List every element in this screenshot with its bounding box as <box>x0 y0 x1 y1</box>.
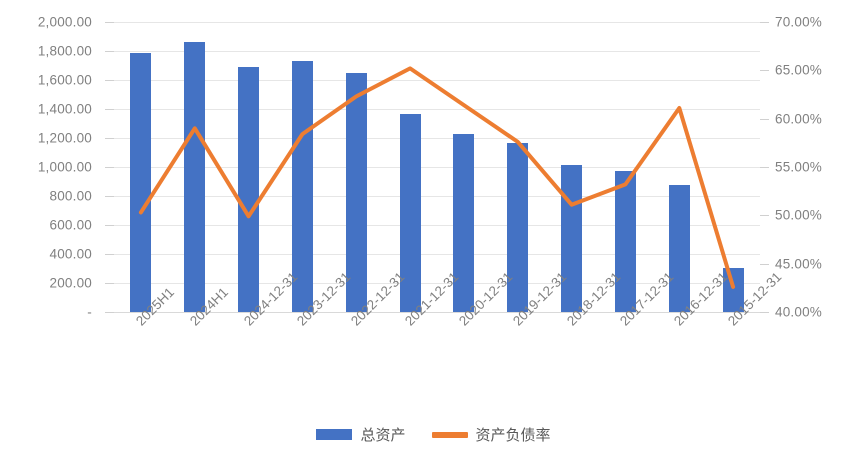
gridline <box>114 167 760 168</box>
left-axis-tick-label: 600.00 <box>49 217 92 233</box>
bar[interactable] <box>345 73 367 312</box>
gridline <box>114 138 760 139</box>
bar[interactable] <box>668 185 690 312</box>
bar[interactable] <box>507 142 529 312</box>
legend-label: 总资产 <box>360 427 406 444</box>
bar[interactable] <box>184 42 206 312</box>
legend-bar-swatch-icon <box>316 429 353 440</box>
right-axis-tick-label: 55.00% <box>775 159 822 175</box>
right-tick-mark <box>760 263 769 265</box>
left-tick-mark <box>105 167 114 168</box>
line-series-liability-ratio <box>114 22 760 312</box>
right-tick-mark <box>760 312 769 313</box>
left-tick-mark <box>105 254 114 255</box>
bar[interactable] <box>291 61 313 312</box>
left-axis-tick-label: - <box>87 304 92 320</box>
bar[interactable] <box>614 170 636 312</box>
left-tick-mark <box>105 138 114 139</box>
right-tick-mark <box>760 215 769 217</box>
legend-line-swatch-icon <box>431 431 468 438</box>
left-axis-tick-label: 200.00 <box>49 275 92 291</box>
gridlines <box>114 22 760 313</box>
gridline <box>114 225 760 226</box>
left-tick-mark <box>105 283 114 284</box>
left-tick-mark <box>105 196 114 197</box>
left-axis-tick-label: 1,600.00 <box>37 72 92 88</box>
bar[interactable] <box>399 113 421 312</box>
left-tick-mark <box>105 225 114 226</box>
bar-series-total-assets <box>114 22 760 312</box>
bar[interactable] <box>130 53 152 312</box>
right-axis-tick-label: 40.00% <box>775 304 822 320</box>
right-axis-tick-label: 70.00% <box>775 14 822 30</box>
left-tick-mark <box>105 109 114 110</box>
chart-legend: 总资产 资产负债率 <box>0 424 867 445</box>
right-axis-tick-label: 60.00% <box>775 111 822 127</box>
gridline <box>114 109 760 110</box>
left-axis-tick-label: 1,000.00 <box>37 159 92 175</box>
gridline <box>114 22 760 23</box>
legend-item[interactable]: 总资产 <box>316 424 406 445</box>
left-tick-mark <box>105 312 114 313</box>
left-axis-tick-label: 800.00 <box>49 188 92 204</box>
liability-ratio-line[interactable] <box>138 66 736 289</box>
gridline <box>114 283 760 284</box>
left-axis-tick-label: 2,000.00 <box>37 14 92 30</box>
right-tick-mark <box>760 22 769 23</box>
plot-area <box>114 22 760 313</box>
left-tick-mark <box>105 51 114 52</box>
axis-baseline <box>114 312 760 313</box>
right-axis-tick-label: 45.00% <box>775 256 822 272</box>
gridline <box>114 80 760 81</box>
left-axis-tick-label: 1,200.00 <box>37 130 92 146</box>
gridline <box>114 254 760 255</box>
gridline <box>114 51 760 52</box>
left-axis-tick-label: 400.00 <box>49 246 92 262</box>
right-tick-mark <box>760 70 769 72</box>
right-axis-tick-label: 65.00% <box>775 62 822 78</box>
right-axis-tick-label: 50.00% <box>775 207 822 223</box>
bar[interactable] <box>722 267 744 312</box>
gridline <box>114 196 760 197</box>
bar[interactable] <box>238 66 260 312</box>
right-tick-mark <box>760 118 769 120</box>
left-axis-tick-label: 1,400.00 <box>37 101 92 117</box>
left-axis-tick-label: 1,800.00 <box>37 43 92 59</box>
bar[interactable] <box>453 133 475 312</box>
legend-item[interactable]: 资产负债率 <box>431 424 551 445</box>
right-tick-mark <box>760 167 769 168</box>
left-tick-mark <box>105 22 114 23</box>
left-tick-mark <box>105 80 114 81</box>
line-series-svg <box>138 66 736 289</box>
legend-label: 资产负债率 <box>475 427 551 444</box>
